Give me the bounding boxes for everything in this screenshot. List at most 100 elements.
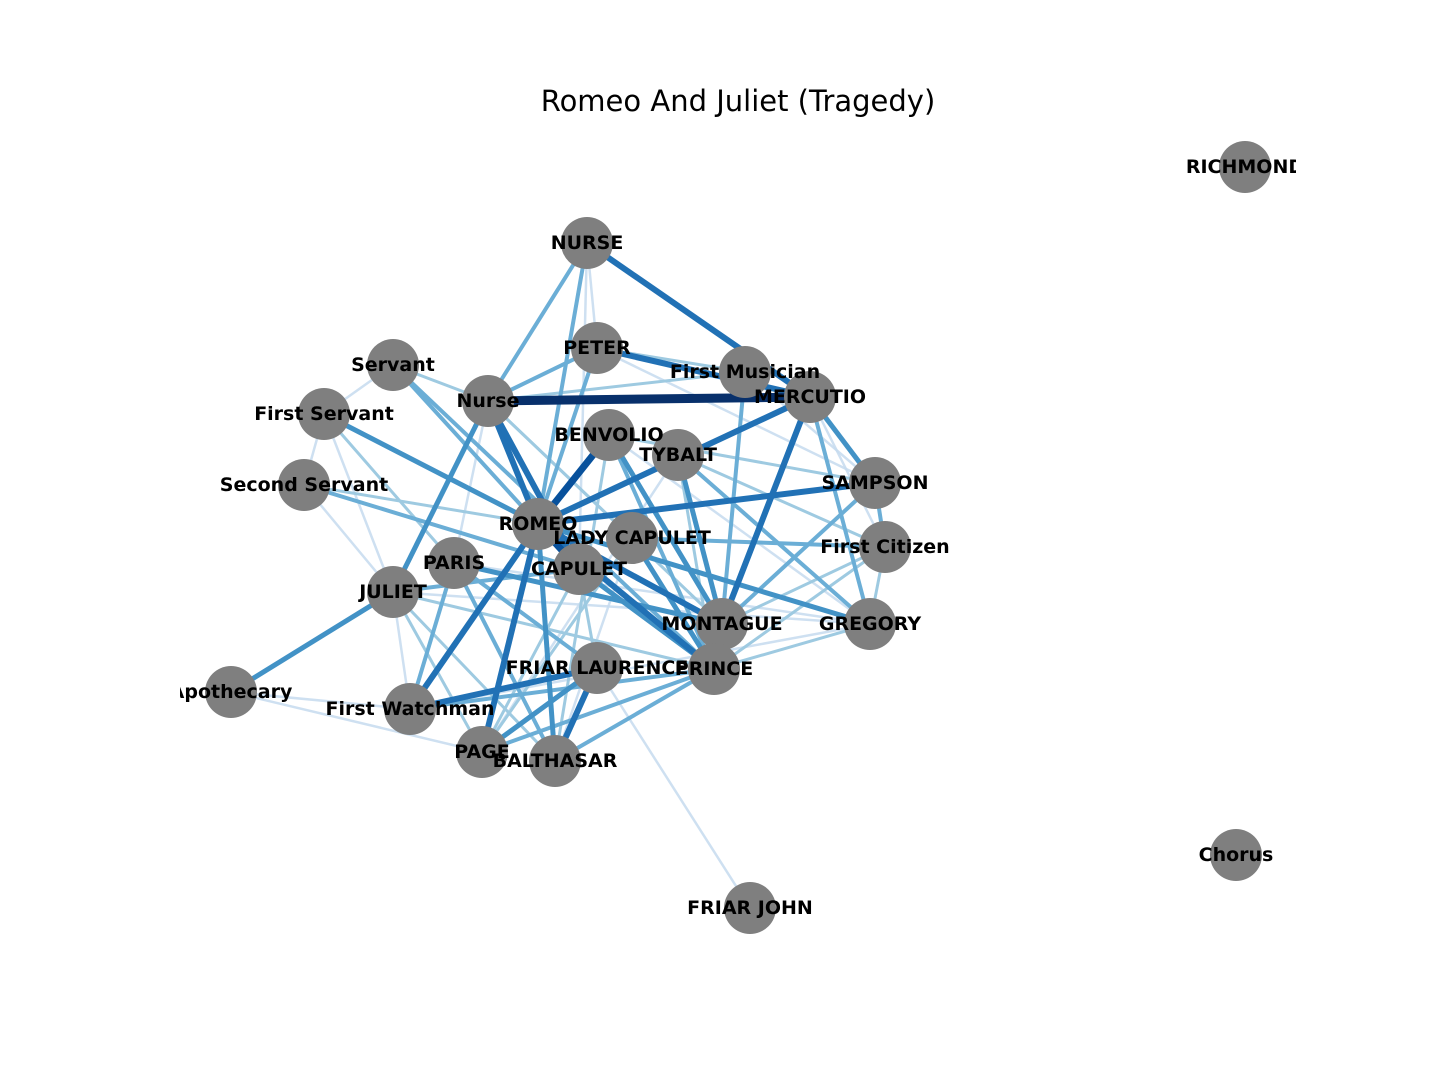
edge-romeo-gregory bbox=[537, 521, 871, 627]
node-chorus bbox=[1210, 829, 1262, 881]
edge-balthasar-prince bbox=[553, 667, 716, 763]
edge-second-servant-romeo bbox=[303, 483, 539, 526]
node-mercutio bbox=[784, 371, 836, 423]
edge-juliet-nurse bbox=[390, 399, 491, 594]
edge-nurse-montague bbox=[486, 399, 724, 626]
edge-layer bbox=[229, 240, 887, 909]
edge-tybalt-gregory bbox=[676, 453, 872, 626]
node-first-musician bbox=[719, 346, 771, 398]
edge-nurse-mercutio bbox=[487, 392, 811, 406]
node-label-tybalt: TYBALT bbox=[639, 444, 717, 466]
node-label-friar-john: FRIAR JOHN bbox=[687, 897, 813, 919]
edge-mercutio-gregory bbox=[808, 396, 872, 625]
node-first-watchman bbox=[384, 683, 436, 735]
edge-romeo-balthasar bbox=[535, 523, 558, 762]
edge-benvolio-gregory bbox=[608, 433, 871, 626]
node-juliet bbox=[367, 566, 419, 618]
edge-paris-nurse bbox=[452, 400, 490, 564]
edge-benvolio-balthasar bbox=[553, 434, 611, 762]
node-capulet bbox=[553, 543, 605, 595]
node-balthasar bbox=[529, 735, 581, 787]
edge-sampson-montague bbox=[720, 481, 877, 626]
edge-apothecary-first-watchman bbox=[230, 690, 411, 711]
edge-friar-laurence-friar-john bbox=[595, 667, 752, 909]
edge-nurse-nurse bbox=[486, 241, 589, 403]
edge-mercutio-first-citizen bbox=[808, 396, 887, 548]
edge-lady-capulet-page bbox=[480, 537, 634, 753]
node-label-second-servant: Second Servant bbox=[220, 474, 388, 496]
edge-benvolio-montague bbox=[606, 433, 725, 626]
node-apothecary bbox=[205, 666, 257, 718]
node-label-paris: PARIS bbox=[423, 552, 485, 574]
node-lady-capulet bbox=[606, 512, 658, 564]
node-label-servant: Servant bbox=[351, 354, 435, 376]
node-sampson bbox=[849, 457, 901, 509]
edge-friar-laurence-first-watchman bbox=[409, 665, 598, 712]
node-prince bbox=[688, 643, 740, 695]
chart-title: Romeo And Juliet (Tragedy) bbox=[540, 84, 936, 118]
edge-tybalt-first-citizen bbox=[677, 453, 886, 549]
edge-nurse-capulet bbox=[485, 399, 582, 571]
node-label-nurse: Nurse bbox=[457, 390, 520, 412]
node-label-page: PAGE bbox=[454, 741, 509, 763]
edge-juliet-balthasar bbox=[391, 590, 557, 763]
node-montague bbox=[696, 598, 748, 650]
node-richmond bbox=[1219, 141, 1271, 193]
node-label-montague: MONTAGUE bbox=[661, 613, 782, 635]
edge-romeo-sampson bbox=[537, 480, 876, 527]
node-label-gregory: GREGORY bbox=[819, 613, 922, 635]
edge-romeo-first-watchman bbox=[407, 522, 541, 711]
edge-montague-first-citizen bbox=[721, 545, 886, 626]
node-tybalt bbox=[652, 429, 704, 481]
edge-peter-romeo bbox=[536, 347, 599, 525]
node-label-first-watchman: First Watchman bbox=[326, 698, 495, 720]
node-label-peter: PETER bbox=[563, 337, 631, 359]
edge-apothecary-page bbox=[230, 690, 483, 754]
node-servant bbox=[367, 339, 419, 391]
edge-peter-mercutio bbox=[596, 345, 811, 400]
edge-mercutio-montague bbox=[719, 395, 813, 626]
node-friar-laurence bbox=[571, 642, 623, 694]
node-label-prince: PRINCE bbox=[675, 658, 753, 680]
edge-capulet-page bbox=[480, 568, 581, 753]
node-romeo bbox=[512, 498, 564, 550]
node-label-lady-capulet: LADY CAPULET bbox=[553, 527, 711, 549]
node-first-servant bbox=[298, 388, 350, 440]
node-label-friar-laurence: FRIAR LAURENCE bbox=[506, 657, 689, 679]
edge-juliet-apothecary bbox=[229, 589, 395, 695]
edge-juliet-capulet bbox=[392, 567, 580, 594]
node-first-citizen bbox=[859, 521, 911, 573]
node-label-mercutio: MERCUTIO bbox=[754, 386, 866, 408]
node-label-nurse: NURSE bbox=[551, 232, 624, 254]
edge-benvolio-prince bbox=[607, 434, 716, 670]
node-label-balthasar: BALTHASAR bbox=[493, 750, 618, 772]
node-label-capulet: CAPULET bbox=[531, 558, 627, 580]
edge-tybalt-montague bbox=[675, 454, 725, 625]
node-label-benvolio: BENVOLIO bbox=[554, 424, 663, 446]
edge-juliet-prince bbox=[392, 590, 715, 671]
node-paris bbox=[428, 537, 480, 589]
node-nurse bbox=[561, 217, 613, 269]
edge-first-servant-romeo bbox=[322, 411, 540, 527]
node-peter bbox=[571, 322, 623, 374]
node-layer: RICHMOND NURSE PETER Servant First Musician N… bbox=[170, 141, 1304, 934]
edge-first-musician-sampson bbox=[744, 371, 876, 484]
edge-nurse-mercutio bbox=[585, 240, 812, 400]
edge-gregory-prince bbox=[713, 622, 871, 671]
node-label-richmond: RICHMOND bbox=[1186, 156, 1304, 178]
node-label-first-citizen: First Citizen bbox=[820, 536, 949, 558]
edge-page-prince bbox=[481, 667, 715, 754]
node-label-sampson: SAMPSON bbox=[822, 472, 929, 494]
node-label-chorus: Chorus bbox=[1199, 844, 1274, 866]
edge-romeo-montague bbox=[536, 521, 724, 627]
node-label-apothecary: Apothecary bbox=[170, 681, 293, 703]
node-page bbox=[456, 726, 508, 778]
node-label-first-servant: First Servant bbox=[254, 403, 394, 425]
edge-first-servant-paris bbox=[322, 413, 456, 564]
node-second-servant bbox=[278, 459, 330, 511]
edge-romeo-page bbox=[479, 523, 541, 753]
node-label-first-musician: First Musician bbox=[670, 361, 820, 383]
node-label-romeo: ROMEO bbox=[499, 513, 578, 535]
node-friar-john bbox=[724, 882, 776, 934]
